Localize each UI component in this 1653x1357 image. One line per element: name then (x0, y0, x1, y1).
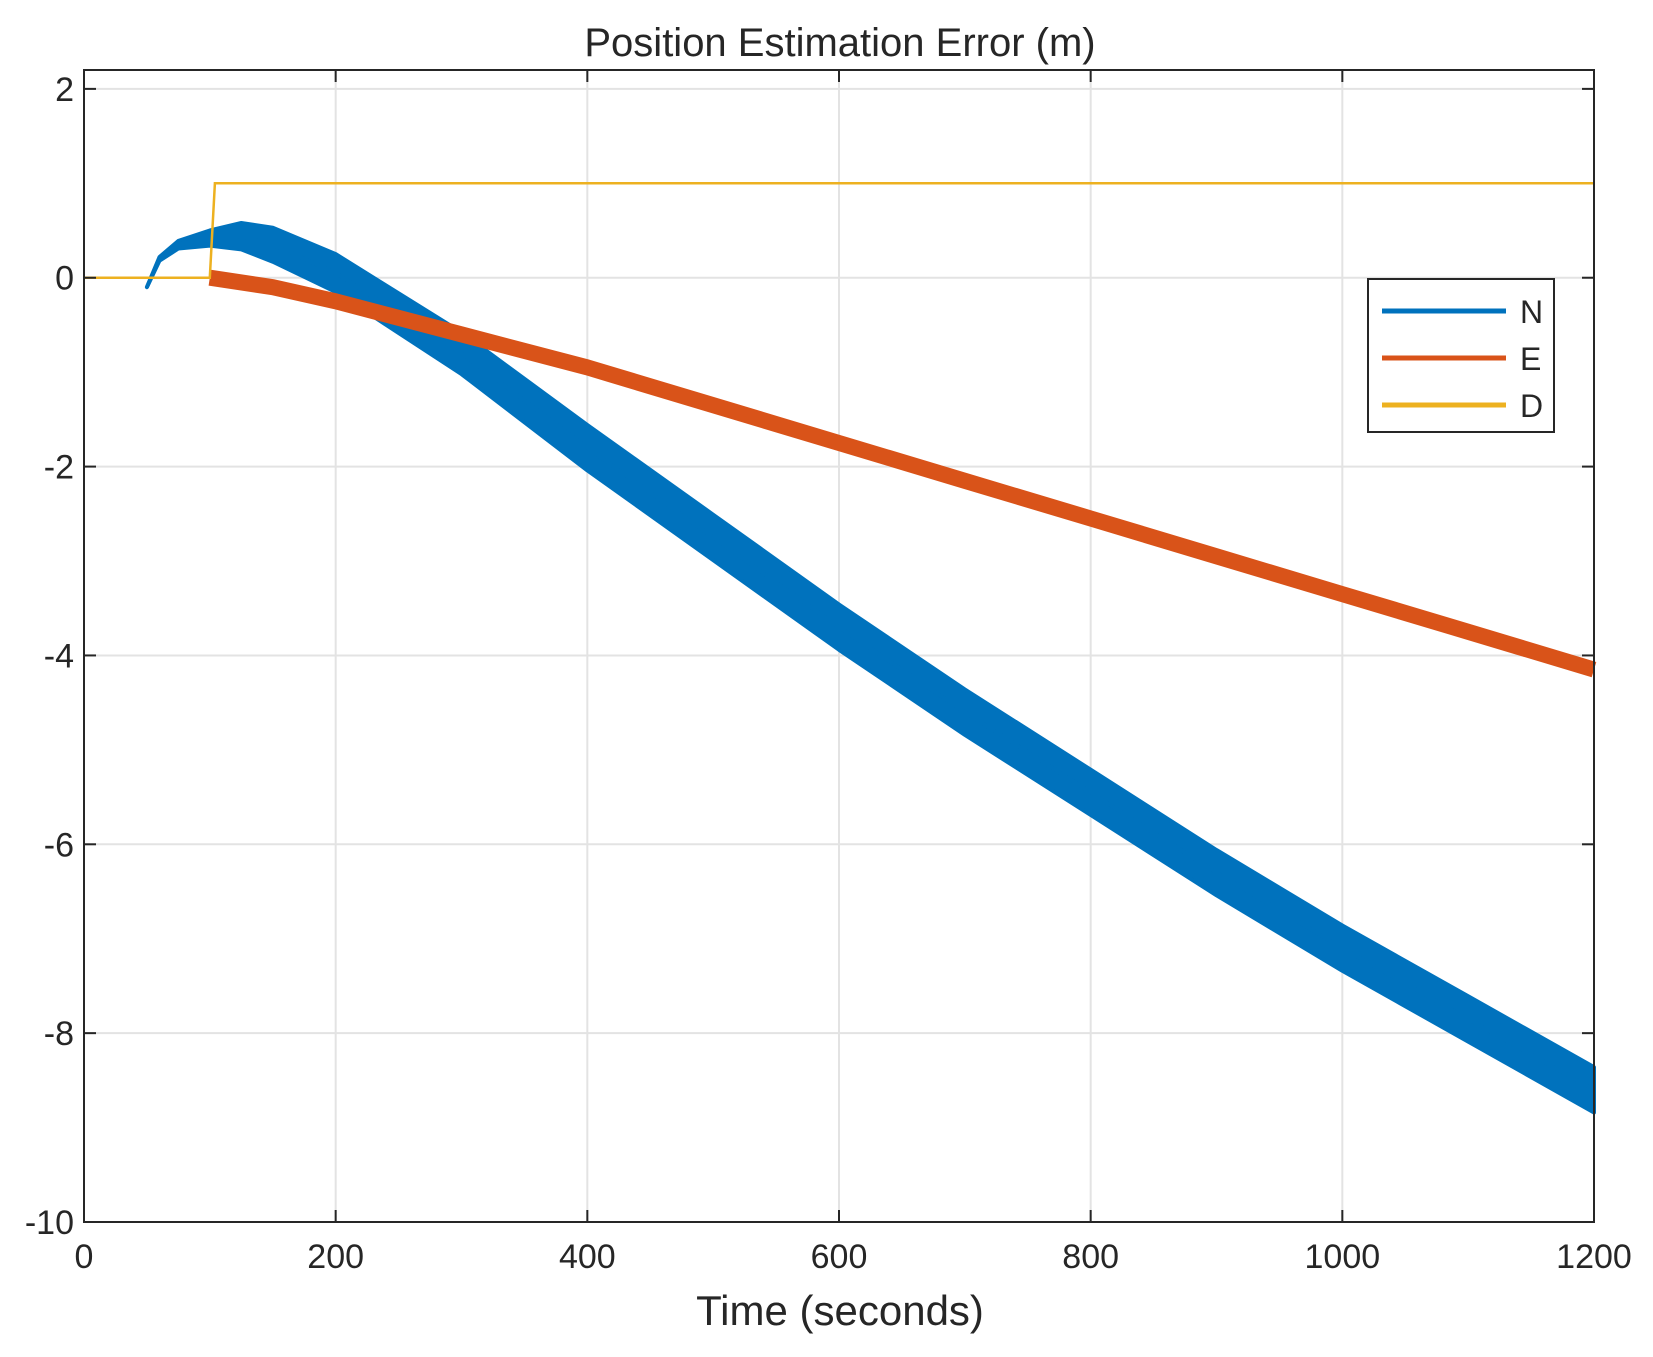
x-tick-label: 200 (307, 1238, 364, 1276)
x-tick-label: 1200 (1556, 1238, 1632, 1276)
x-tick-label: 800 (1062, 1238, 1119, 1276)
x-axis-label: Time (seconds) (696, 1287, 984, 1334)
y-tick-label: -2 (44, 449, 74, 487)
series-n-line (145, 234, 1595, 1092)
legend-entries: NED (1382, 294, 1543, 424)
y-tick-label: -4 (44, 637, 74, 675)
legend: NED (1367, 278, 1555, 433)
x-tick-label: 1000 (1305, 1238, 1381, 1276)
series-d-line (84, 182, 1594, 279)
y-tick-label: 0 (55, 260, 74, 298)
chart-title: Position Estimation Error (m) (584, 21, 1095, 65)
y-tick-label: -10 (25, 1204, 74, 1242)
x-tick-label: 0 (75, 1238, 94, 1276)
y-tick-label: -6 (44, 826, 74, 864)
series-e-line (208, 269, 1597, 678)
legend-d-label: D (1520, 388, 1543, 424)
x-tick-label: 600 (811, 1238, 868, 1276)
legend-e-label: E (1520, 341, 1541, 377)
y-tick-label: -8 (44, 1015, 74, 1053)
tick-layer: 0 200 400 600 800 1000 1200 -10 -8 -6 -4 -2 0 2 (25, 70, 1632, 1276)
legend-n-label: N (1520, 294, 1543, 330)
x-tick-label: 400 (559, 1238, 616, 1276)
y-tick-label: 2 (55, 71, 74, 109)
